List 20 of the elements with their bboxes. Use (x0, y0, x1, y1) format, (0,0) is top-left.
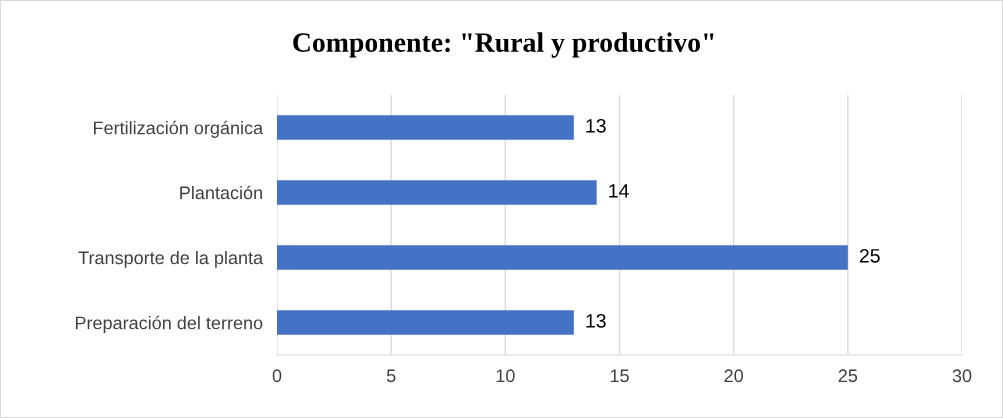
y-tick-label: Fertilización orgánica (94, 120, 264, 138)
y-tick-label: Preparación del terreno (75, 315, 263, 333)
bar (277, 180, 597, 205)
x-tick-label: 30 (952, 369, 972, 383)
data-label: 25 (859, 248, 880, 263)
x-tick-label: 10 (496, 369, 515, 383)
bar (277, 245, 848, 270)
chart-title: Componente: "Rural y productivo" (293, 32, 714, 58)
bar (277, 115, 574, 140)
bar (277, 310, 574, 335)
data-label: 14 (609, 184, 629, 198)
x-tick-label: 5 (386, 369, 396, 383)
x-tick-label: 20 (724, 369, 743, 383)
y-tick-label: Transporte de la planta (78, 250, 264, 268)
x-tick-label: 25 (838, 369, 858, 383)
x-tick-label: 0 (272, 369, 282, 383)
x-tick-label: 15 (610, 369, 629, 383)
data-label: 13 (586, 118, 606, 133)
data-label: 13 (586, 313, 606, 328)
y-tick-label: Plantación (180, 185, 262, 200)
